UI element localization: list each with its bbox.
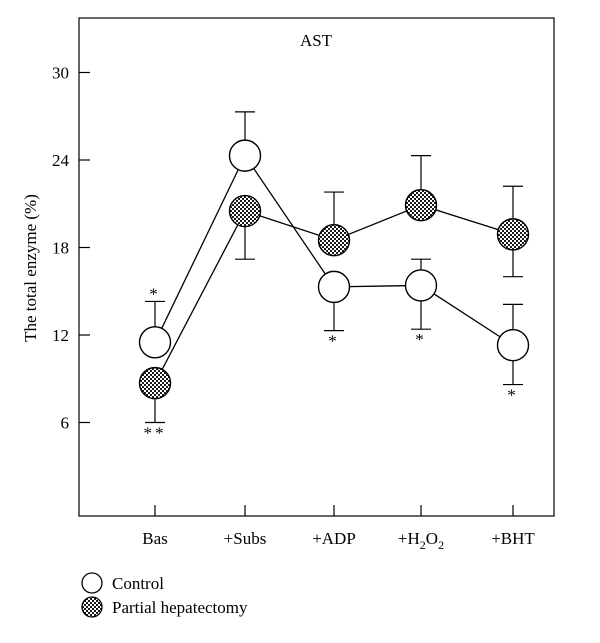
x-tick-text: Bas — [142, 529, 168, 548]
x-axis: Bas +Subs +ADP +H2O2 +BHT — [142, 505, 535, 552]
y-tick-label: 18 — [52, 239, 69, 258]
x-tick-text: +Subs — [224, 529, 267, 548]
control-point — [496, 329, 530, 362]
hepatectomy-point — [138, 366, 172, 400]
x-tick-text: O — [426, 529, 438, 548]
x-tick-label: Bas — [142, 529, 168, 548]
legend-control-marker — [81, 572, 103, 594]
significance-marker: ** — [144, 424, 167, 443]
y-tick-label: 24 — [52, 151, 70, 170]
y-tick-label: 12 — [52, 326, 69, 345]
significance-marker: * — [328, 332, 340, 351]
x-tick-text: +BHT — [491, 529, 535, 548]
control-point — [404, 269, 438, 302]
y-tick-label: 30 — [52, 64, 69, 83]
x-tick-subscript: 2 — [420, 538, 426, 552]
y-axis: 6 12 18 24 30 — [52, 64, 90, 433]
y-tick-label: 6 — [61, 414, 70, 433]
legend-label: Partial hepatectomy — [112, 598, 248, 617]
x-tick-label: +BHT — [491, 529, 535, 548]
x-tick-text: +H — [398, 529, 420, 548]
x-tick-label: +Subs — [224, 529, 267, 548]
legend: Control Partial hepatectomy — [81, 572, 248, 618]
control-point — [138, 326, 172, 359]
control-point — [228, 139, 262, 172]
legend-hepatectomy-marker — [81, 596, 103, 618]
control-point — [317, 270, 351, 304]
significance-marker: * — [415, 330, 427, 349]
y-axis-label: The total enzyme (%) — [21, 194, 40, 342]
chart-title: AST — [300, 31, 333, 50]
significance-marker: * — [149, 284, 161, 303]
hepatectomy-point — [496, 218, 530, 251]
hepatectomy-point — [317, 224, 351, 257]
hepatectomy-point — [404, 189, 438, 222]
significance-marker: * — [507, 386, 519, 405]
series-layer: ** **** — [138, 111, 530, 443]
legend-label: Control — [112, 574, 164, 593]
x-tick-subscript: 2 — [438, 538, 444, 552]
plot-frame — [78, 17, 555, 517]
hepatectomy-point — [228, 194, 262, 228]
x-tick-text: +ADP — [312, 529, 356, 548]
x-tick-label: +ADP — [312, 529, 356, 548]
x-tick-label: +H2O2 — [398, 529, 444, 552]
